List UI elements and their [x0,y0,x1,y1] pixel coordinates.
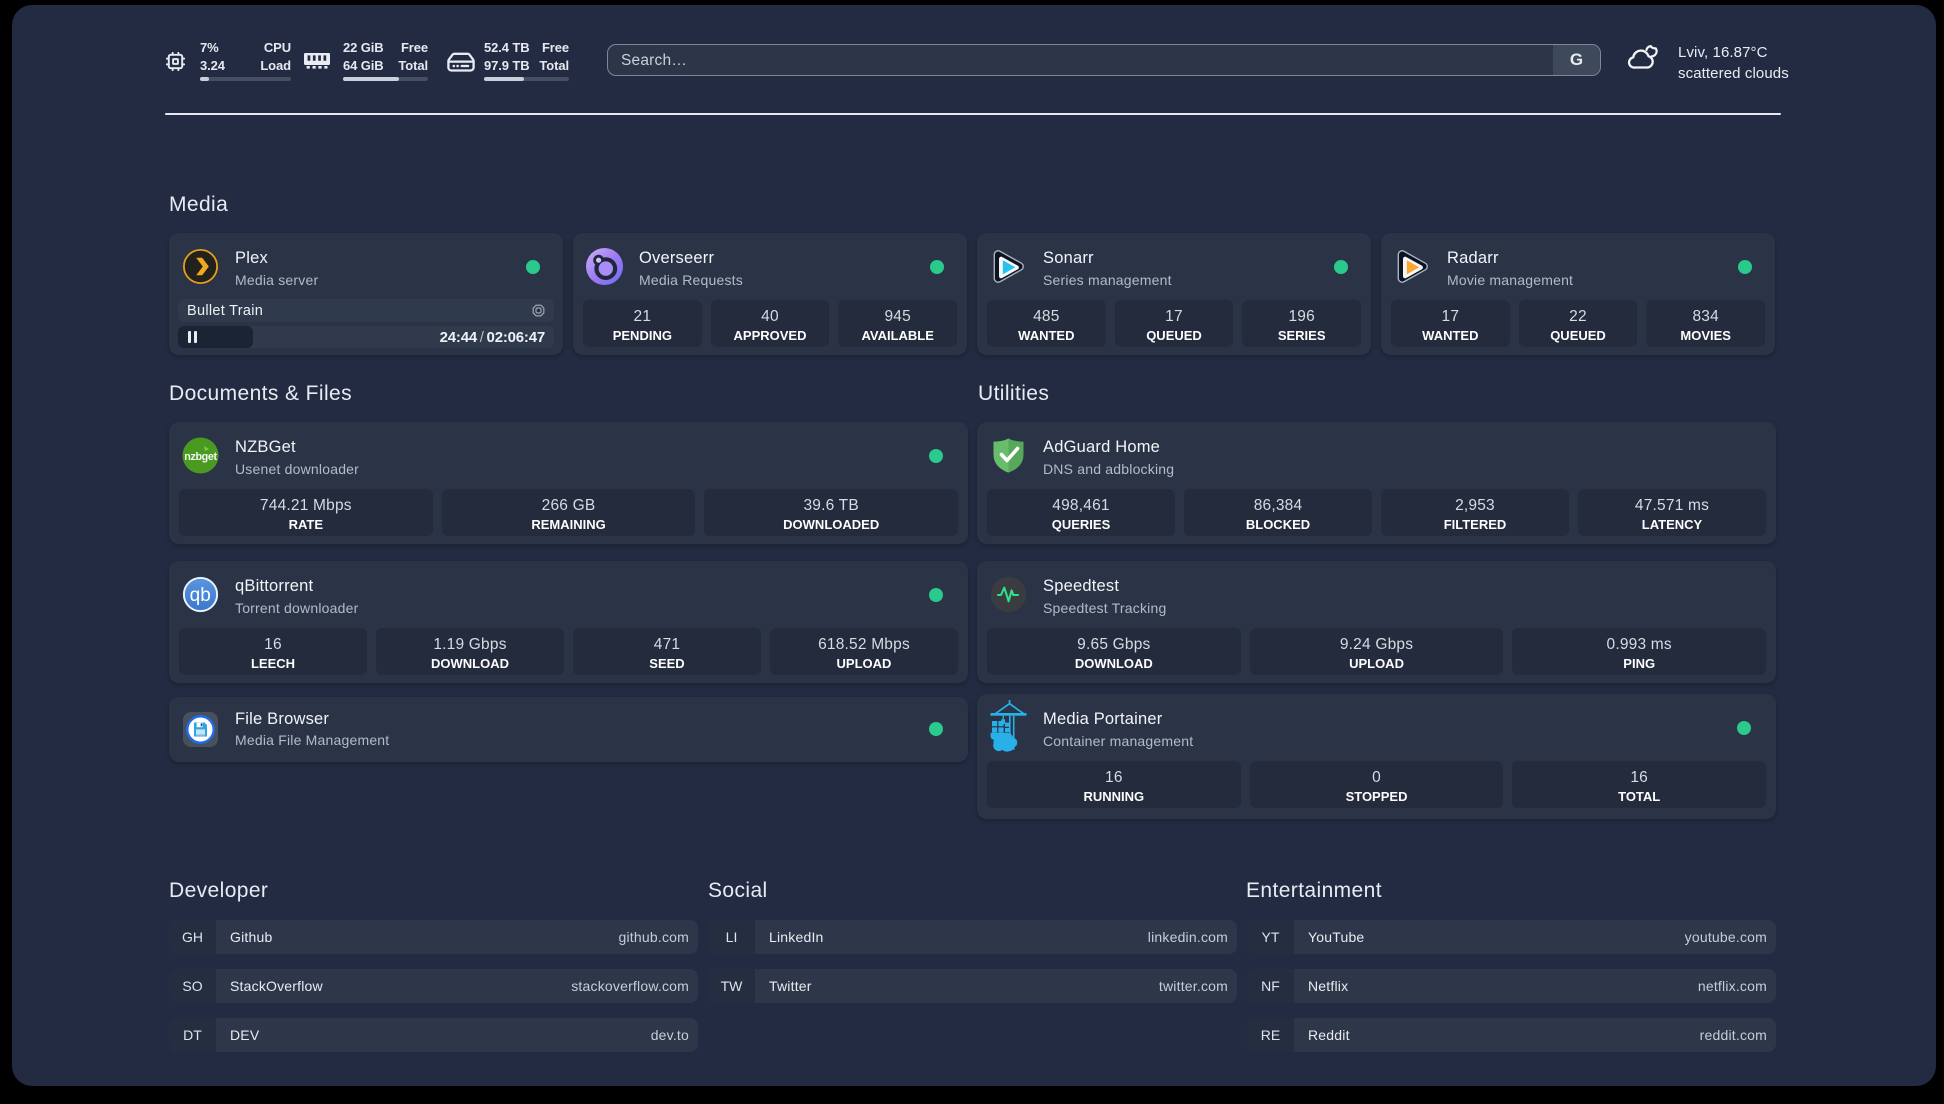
svg-text:qb: qb [190,585,211,606]
svg-text:nzbget: nzbget [184,451,217,463]
